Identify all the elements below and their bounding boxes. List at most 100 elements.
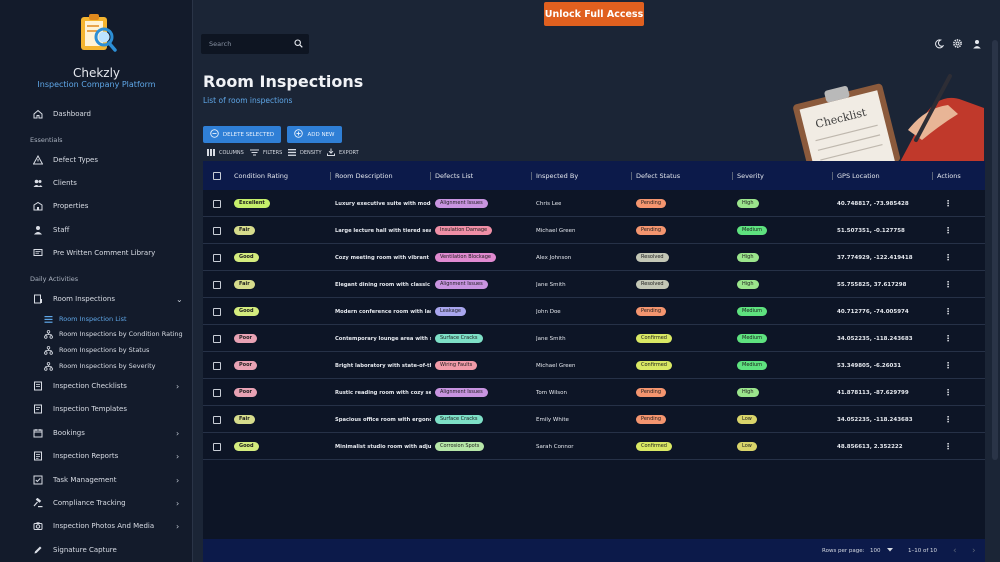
table-row[interactable]: Poor Contemporary lounge area with styl Su…: [203, 325, 985, 352]
condition-cell: Excellent: [234, 190, 270, 217]
sidebar-subitem-by-severity[interactable]: Room Inspections by Severity: [44, 360, 155, 372]
more-actions-icon[interactable]: ⋮: [944, 280, 952, 289]
table-row[interactable]: Good Cozy meeting room with vibrant dec Ve…: [203, 244, 985, 271]
sidebar-item-task-management[interactable]: Task Management ›: [33, 472, 179, 488]
table-row[interactable]: Excellent Luxury executive suite with mod…: [203, 190, 985, 217]
column-header-inspector[interactable]: Inspected By: [536, 171, 579, 180]
more-actions-icon[interactable]: ⋮: [944, 199, 952, 208]
rows-per-page-select[interactable]: 100: [870, 539, 893, 562]
sidebar-subitem-label: Room Inspections by Severity: [59, 362, 156, 370]
sidebar-item-photos-media[interactable]: Inspection Photos And Media ›: [33, 518, 179, 534]
column-header-defects[interactable]: Defects List: [435, 171, 474, 180]
sidebar-item-defect-types[interactable]: Defect Types: [33, 152, 98, 168]
dark-mode-icon[interactable]: [933, 38, 944, 49]
page-scrollbar[interactable]: [992, 40, 998, 460]
clipboard-logo-icon: [80, 14, 117, 52]
more-actions-icon[interactable]: ⋮: [944, 307, 952, 316]
sidebar-subitem-room-inspection-list[interactable]: Room Inspection List: [44, 313, 127, 325]
defect-cell: Alignment Issues: [435, 379, 488, 406]
column-header-gps[interactable]: GPS Location: [837, 171, 880, 180]
row-checkbox[interactable]: [213, 379, 221, 406]
defect-badge: Alignment Issues: [435, 280, 488, 289]
more-actions-icon[interactable]: ⋮: [944, 388, 952, 397]
description-cell: Luxury executive suite with modern: [335, 200, 431, 207]
checklist-hero-illustration: Checklist: [790, 70, 984, 162]
more-actions-icon[interactable]: ⋮: [944, 361, 952, 370]
sidebar-item-inspection-reports[interactable]: Inspection Reports ›: [33, 448, 179, 464]
row-checkbox[interactable]: [213, 244, 221, 271]
user-icon[interactable]: [971, 38, 982, 49]
delete-selected-button[interactable]: DELETE SELECTED: [203, 126, 281, 143]
table-row[interactable]: Fair Elegant dining room with classic wo A…: [203, 271, 985, 298]
sidebar-item-properties[interactable]: Properties: [33, 198, 88, 214]
sidebar-item-label: Inspection Checklists: [53, 382, 127, 390]
table-row[interactable]: Poor Rustic reading room with cozy seatin…: [203, 379, 985, 406]
table-row[interactable]: Fair Spacious office room with ergonomi Su…: [203, 406, 985, 433]
description-cell: Minimalist studio room with adjusta: [335, 443, 431, 450]
row-checkbox[interactable]: [213, 352, 221, 379]
row-checkbox[interactable]: [213, 433, 221, 460]
severity-cell: Medium: [737, 352, 767, 379]
row-checkbox[interactable]: [213, 217, 221, 244]
condition-cell: Fair: [234, 217, 255, 244]
sidebar-item-inspection-templates[interactable]: Inspection Templates: [33, 401, 127, 417]
sidebar-subitem-by-condition[interactable]: Room Inspections by Condition Rating: [44, 328, 183, 340]
row-checkbox[interactable]: [213, 271, 221, 298]
table-row[interactable]: Good Minimalist studio room with adjusta C…: [203, 433, 985, 460]
unlock-full-access-button[interactable]: Unlock Full Access: [544, 2, 644, 26]
more-actions-icon[interactable]: ⋮: [944, 442, 952, 451]
row-checkbox[interactable]: [213, 298, 221, 325]
status-badge: Confirmed: [636, 361, 672, 370]
table-row[interactable]: Poor Bright laboratory with state-of-the-…: [203, 352, 985, 379]
more-actions-icon[interactable]: ⋮: [944, 415, 952, 424]
sidebar-item-signature-capture[interactable]: Signature Capture: [33, 542, 117, 558]
hierarchy-icon: [44, 329, 53, 339]
hierarchy-icon: [44, 361, 53, 371]
search-input[interactable]: [209, 40, 289, 48]
more-actions-icon[interactable]: ⋮: [944, 253, 952, 262]
inspector-cell: Jane Smith: [536, 281, 566, 288]
more-actions-icon[interactable]: ⋮: [944, 226, 952, 235]
search-icon[interactable]: [294, 39, 303, 50]
sidebar-item-staff[interactable]: Staff: [33, 222, 69, 238]
table-row[interactable]: Fair Large lecture hall with tiered seati…: [203, 217, 985, 244]
description-cell: Large lecture hall with tiered seating: [335, 227, 431, 234]
filters-button[interactable]: FILTERS: [250, 148, 282, 158]
density-button[interactable]: DENSITY: [288, 148, 322, 158]
column-header-description[interactable]: Room Description: [335, 171, 393, 180]
prev-page-button[interactable]: ‹: [953, 545, 957, 556]
gps-cell: 48.856613, 2.352222: [837, 443, 903, 450]
row-checkbox[interactable]: [213, 406, 221, 433]
gps-cell: 34.052235, -118.243683: [837, 416, 913, 423]
next-page-button[interactable]: ›: [972, 545, 976, 556]
sidebar-item-dashboard[interactable]: Dashboard: [33, 106, 91, 122]
row-checkbox[interactable]: [213, 190, 221, 217]
column-header-status[interactable]: Defect Status: [636, 171, 681, 180]
rows-per-page-label: Rows per page:: [822, 547, 865, 554]
sidebar-item-label: Defect Types: [53, 156, 99, 164]
export-button[interactable]: EXPORT: [327, 148, 359, 158]
row-checkbox[interactable]: [213, 325, 221, 352]
status-cell: Resolved: [636, 244, 669, 271]
sidebar-item-clients[interactable]: Clients: [33, 175, 77, 191]
sidebar-item-comment-library[interactable]: Pre Written Comment Library: [33, 245, 155, 261]
columns-button[interactable]: COLUMNS: [207, 148, 244, 158]
section-label-daily-activities: Daily Activities: [30, 275, 79, 283]
table-header: Condition Rating Room Description Defect…: [203, 161, 985, 190]
sidebar-item-bookings[interactable]: Bookings ›: [33, 425, 179, 441]
column-header-condition[interactable]: Condition Rating: [234, 171, 289, 180]
column-header-severity[interactable]: Severity: [737, 171, 764, 180]
chevron-right-icon: ›: [176, 381, 180, 391]
more-actions-icon[interactable]: ⋮: [944, 334, 952, 343]
gear-icon[interactable]: [952, 38, 963, 49]
sidebar-subitem-by-status[interactable]: Room Inspections by Status: [44, 344, 149, 356]
sidebar-item-room-inspections[interactable]: Room Inspections ⌄: [33, 291, 183, 307]
severity-cell: Medium: [737, 298, 767, 325]
add-new-button[interactable]: ADD NEW: [287, 126, 342, 143]
select-all-checkbox[interactable]: [213, 161, 221, 190]
sidebar-item-inspection-checklists[interactable]: Inspection Checklists ›: [33, 378, 179, 394]
sidebar-item-label: Task Management: [53, 476, 117, 484]
sidebar: Chekzly Inspection Company Platform Dash…: [0, 0, 193, 562]
table-row[interactable]: Good Modern conference room with large Lea…: [203, 298, 985, 325]
sidebar-item-compliance-tracking[interactable]: Compliance Tracking ›: [33, 495, 179, 511]
